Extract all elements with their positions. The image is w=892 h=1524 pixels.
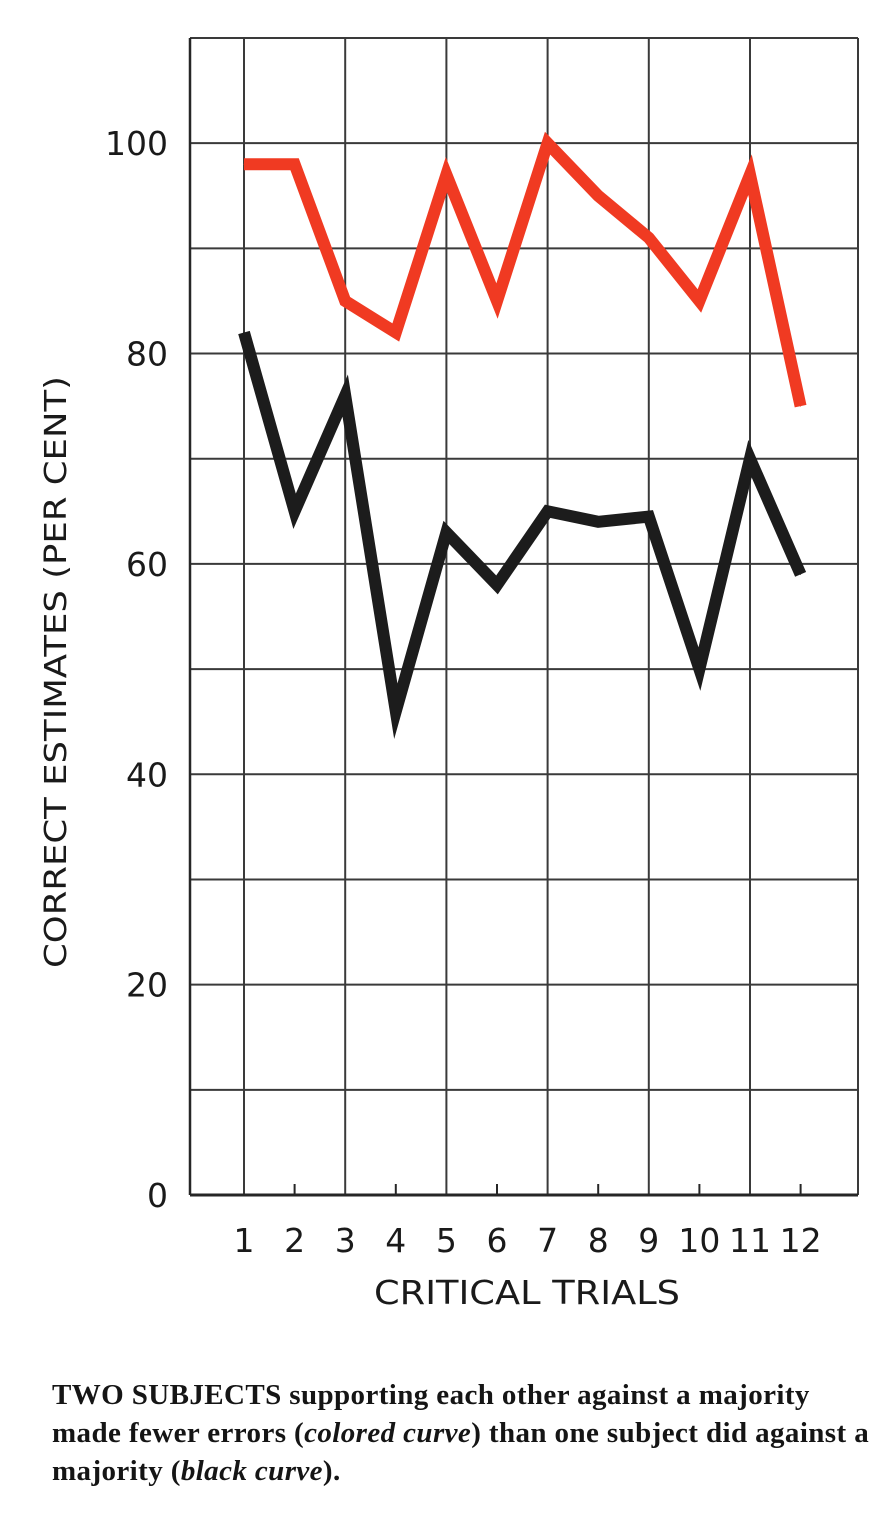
figure-caption: TWO SUBJECTS supporting each other again… <box>52 1376 872 1490</box>
y-tick-label-60: 60 <box>126 545 168 584</box>
data-point-one-subject-1 <box>243 332 245 334</box>
data-point-two-subjects-3 <box>344 300 346 302</box>
y-tick-label-40: 40 <box>126 755 168 794</box>
x-tick-label-3: 3 <box>335 1221 356 1260</box>
data-point-two-subjects-2 <box>294 163 296 165</box>
x-tick-label-12: 12 <box>780 1221 822 1260</box>
caption-black-curve: black curve <box>180 1455 323 1487</box>
y-tick-label-20: 20 <box>126 966 168 1005</box>
y-tick-label-0: 0 <box>147 1176 168 1215</box>
x-tick-marks <box>293 1184 802 1195</box>
caption-text-2: ) than one subject did against a majorit… <box>52 1417 870 1487</box>
data-point-two-subjects-1 <box>243 163 245 165</box>
x-tick-label-11: 11 <box>729 1221 771 1260</box>
data-point-two-subjects-4 <box>395 332 397 334</box>
series-line-one-subject <box>238 330 807 739</box>
data-point-one-subject-6 <box>496 584 498 586</box>
data-point-one-subject-7 <box>547 510 549 512</box>
x-tick-labels: 1 2 3 4 5 6 7 8 9 10 11 12 <box>234 1221 822 1260</box>
data-point-one-subject-8 <box>597 521 599 523</box>
x-tick-label-5: 5 <box>436 1221 457 1260</box>
y-tick-labels: 0 20 40 60 80 100 <box>105 124 168 1215</box>
y-tick-label-100: 100 <box>105 124 168 163</box>
data-point-one-subject-11 <box>749 458 751 460</box>
data-point-two-subjects-7 <box>547 142 549 144</box>
caption-lead: TWO SUBJECTS <box>52 1379 282 1411</box>
x-tick-label-2: 2 <box>284 1221 305 1260</box>
y-axis-label: CORRECT ESTIMATES (PER CENT) <box>39 376 74 968</box>
data-point-one-subject-4 <box>395 710 397 712</box>
data-point-two-subjects-8 <box>597 195 599 197</box>
x-tick-label-1: 1 <box>234 1221 255 1260</box>
data-point-one-subject-10 <box>698 668 700 670</box>
x-tick-label-6: 6 <box>487 1221 508 1260</box>
x-tick-label-4: 4 <box>385 1221 406 1260</box>
series-layer <box>238 131 807 739</box>
data-point-one-subject-2 <box>294 510 296 512</box>
data-point-two-subjects-12 <box>800 405 802 407</box>
data-point-two-subjects-10 <box>698 300 700 302</box>
caption-text-3: ). <box>322 1455 341 1487</box>
series-line-two-subjects <box>244 131 807 408</box>
x-tick-label-10: 10 <box>678 1221 720 1260</box>
data-point-two-subjects-11 <box>749 174 751 176</box>
data-point-one-subject-3 <box>344 395 346 397</box>
data-point-one-subject-12 <box>800 573 802 575</box>
data-point-two-subjects-6 <box>496 300 498 302</box>
x-axis-label: CRITICAL TRIALS <box>374 1273 680 1312</box>
x-tick-label-8: 8 <box>588 1221 609 1260</box>
data-point-one-subject-9 <box>648 516 650 518</box>
x-tick-label-9: 9 <box>638 1221 659 1260</box>
caption-text-1: supporting each other against a majority… <box>52 1379 810 1449</box>
chart-grid <box>188 37 859 1197</box>
data-point-two-subjects-5 <box>445 174 447 176</box>
data-point-two-subjects-9 <box>648 237 650 239</box>
y-tick-label-80: 80 <box>126 335 168 374</box>
caption-colored-curve: colored curve <box>304 1417 472 1449</box>
data-point-one-subject-5 <box>445 531 447 533</box>
x-tick-label-7: 7 <box>537 1221 558 1260</box>
